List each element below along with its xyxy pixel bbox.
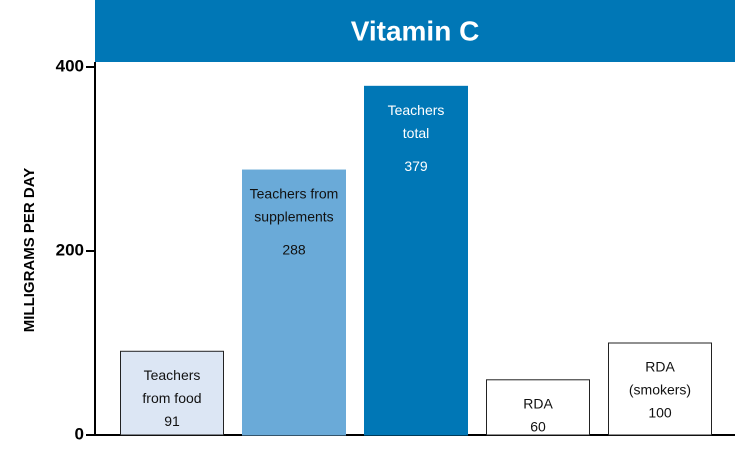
bar (242, 169, 346, 436)
value-label: 100 (648, 405, 672, 421)
category-label: Teachers from (250, 186, 339, 202)
category-label: supplements (254, 209, 333, 225)
y-tick-label: 0 (75, 424, 84, 443)
category-label: RDA (523, 396, 553, 412)
value-label: 288 (282, 242, 306, 258)
category-label: from food (142, 390, 201, 406)
title-band (95, 0, 735, 62)
bar (120, 350, 224, 436)
category-label: Teachers (388, 102, 445, 118)
bar (364, 85, 468, 436)
y-axis-label: MILLIGRAMS PER DAY (21, 168, 38, 332)
value-label: 91 (164, 413, 180, 429)
value-label: 60 (530, 419, 546, 435)
y-tick-label: 200 (56, 240, 84, 259)
category-label: total (403, 125, 429, 141)
bar (608, 342, 712, 436)
value-label: 379 (404, 158, 428, 174)
y-tick-label: 400 (56, 56, 84, 75)
bar (486, 379, 590, 436)
category-label: RDA (645, 359, 675, 375)
category-label: (smokers) (629, 382, 691, 398)
category-label: Teachers (144, 367, 201, 383)
chart-title: Vitamin C (351, 15, 480, 46)
